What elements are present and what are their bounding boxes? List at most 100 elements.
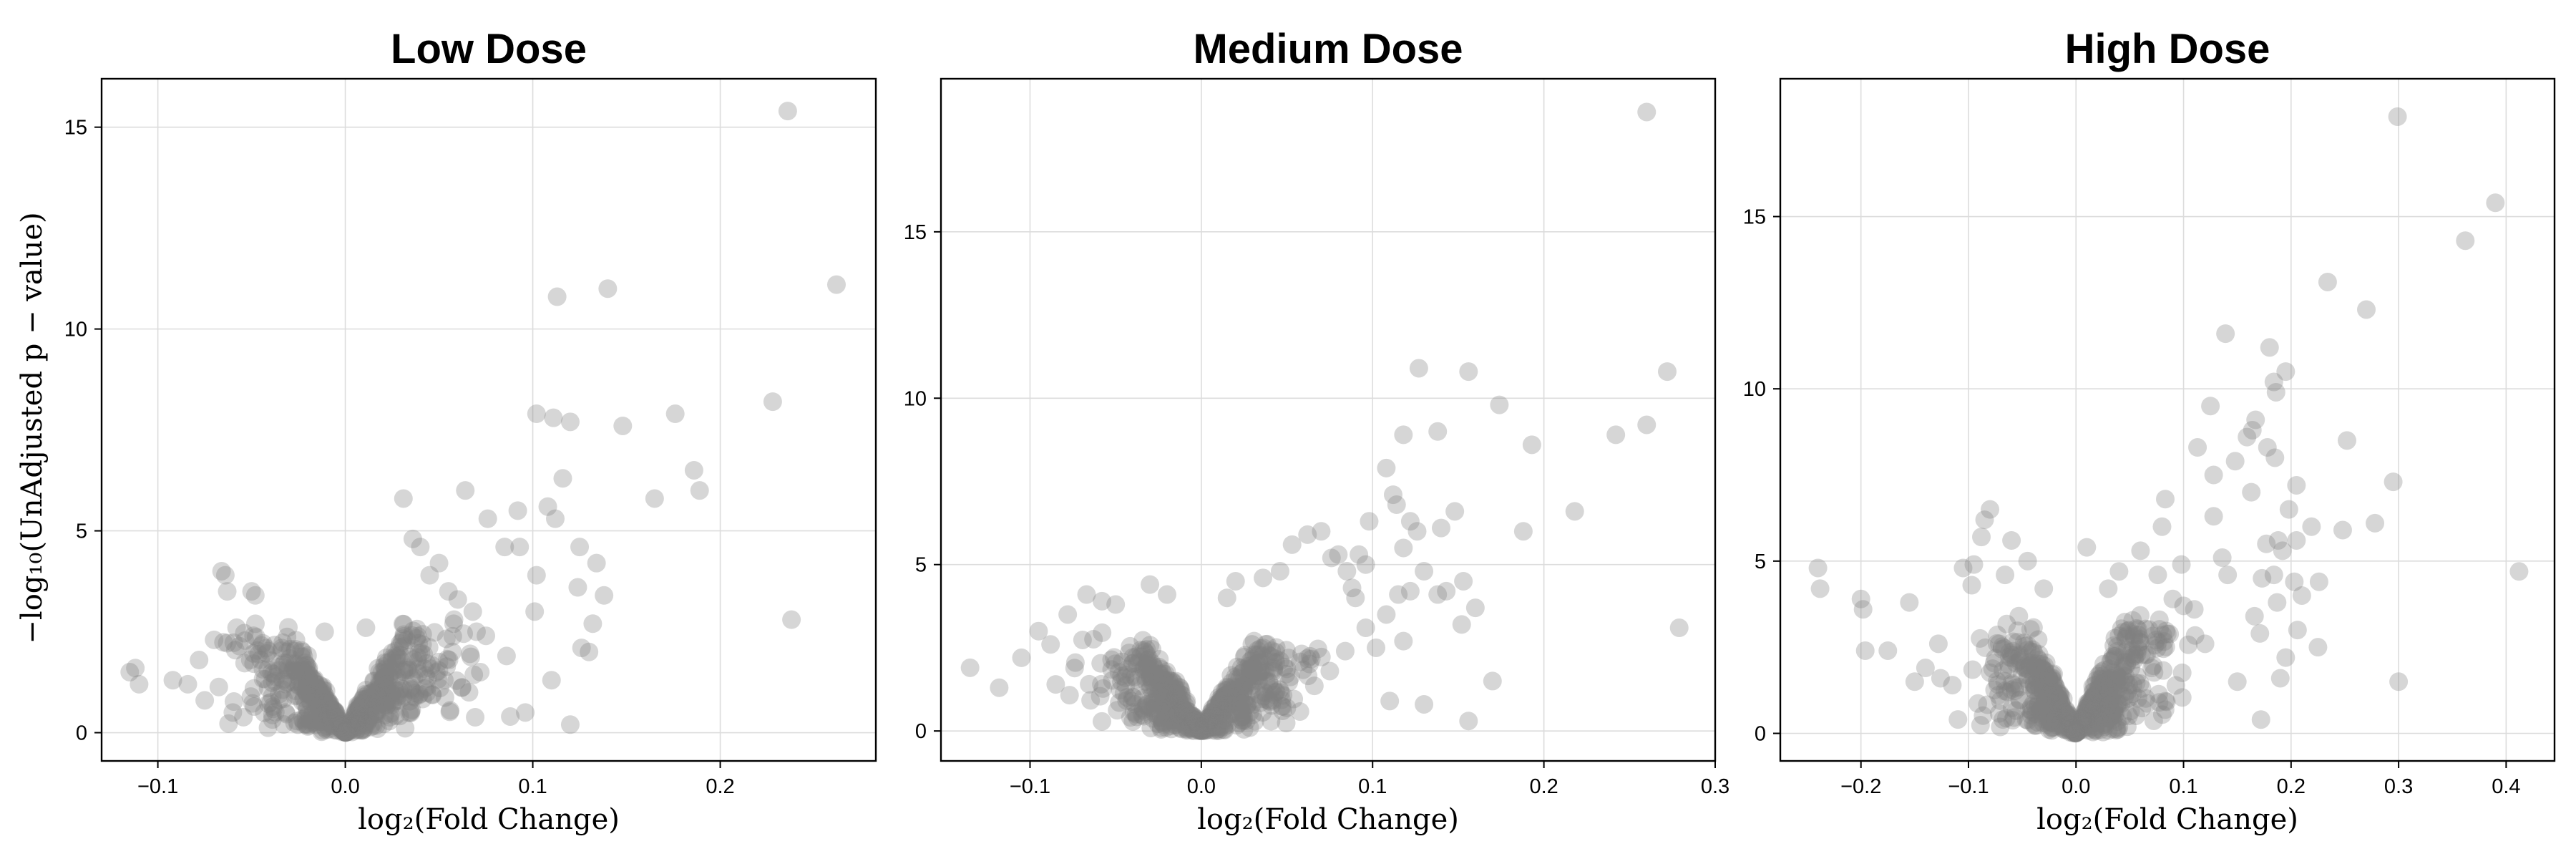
data-point bbox=[299, 669, 318, 689]
data-point bbox=[364, 697, 384, 716]
data-point bbox=[2021, 620, 2040, 639]
data-point bbox=[2001, 645, 2021, 664]
data-point bbox=[2109, 626, 2129, 646]
data-point bbox=[2064, 717, 2083, 736]
data-point bbox=[2096, 679, 2115, 698]
data-point bbox=[369, 680, 388, 699]
data-point bbox=[2024, 667, 2044, 686]
data-point bbox=[348, 717, 367, 737]
data-point bbox=[2067, 721, 2087, 740]
data-point bbox=[1190, 721, 1209, 740]
data-point bbox=[1206, 695, 1226, 714]
data-point bbox=[274, 689, 293, 709]
data-point bbox=[2025, 657, 2044, 676]
data-point bbox=[2099, 696, 2119, 715]
data-point bbox=[2091, 720, 2110, 739]
data-point bbox=[2056, 706, 2075, 725]
data-point bbox=[1208, 707, 1227, 727]
data-point bbox=[219, 714, 238, 733]
data-point bbox=[1084, 629, 1103, 649]
data-point bbox=[1267, 682, 1286, 702]
data-point bbox=[2067, 722, 2087, 742]
data-point bbox=[338, 722, 358, 741]
data-point bbox=[1971, 715, 1990, 734]
data-point bbox=[1161, 679, 1180, 698]
data-point bbox=[510, 538, 530, 557]
data-point bbox=[2040, 706, 2059, 725]
data-point bbox=[1153, 715, 1173, 734]
data-point bbox=[2077, 713, 2097, 732]
data-point bbox=[1136, 667, 1155, 686]
data-point bbox=[346, 704, 366, 724]
data-point bbox=[2011, 645, 2030, 664]
data-point bbox=[240, 650, 260, 669]
data-point bbox=[334, 720, 353, 739]
data-point bbox=[1270, 651, 1289, 671]
data-point bbox=[303, 711, 323, 730]
data-point bbox=[1246, 666, 1266, 686]
data-point bbox=[312, 722, 331, 742]
data-point bbox=[1346, 588, 1365, 608]
data-point bbox=[296, 681, 316, 701]
grid-lines bbox=[102, 79, 876, 761]
data-point bbox=[263, 705, 282, 724]
data-point bbox=[2018, 669, 2037, 689]
data-point bbox=[2072, 711, 2092, 730]
data-point bbox=[1320, 661, 1340, 681]
data-point bbox=[2116, 627, 2135, 646]
data-point bbox=[2148, 632, 2167, 651]
data-point bbox=[2043, 718, 2062, 737]
data-point bbox=[2076, 707, 2095, 726]
data-point bbox=[2142, 659, 2161, 678]
data-point bbox=[259, 641, 278, 661]
data-point bbox=[2101, 704, 2120, 723]
data-point bbox=[372, 678, 391, 697]
data-point bbox=[1215, 712, 1234, 731]
data-point bbox=[2062, 709, 2081, 729]
data-point bbox=[402, 681, 421, 700]
data-point bbox=[1172, 706, 1191, 725]
panel-title: Low Dose bbox=[391, 26, 587, 72]
data-point bbox=[283, 661, 302, 680]
data-point bbox=[336, 722, 356, 741]
data-point bbox=[1232, 708, 1252, 727]
data-point bbox=[1123, 687, 1142, 707]
data-point bbox=[1169, 699, 1188, 719]
data-point bbox=[384, 662, 403, 681]
data-point bbox=[1253, 703, 1272, 722]
data-point bbox=[367, 691, 386, 711]
data-point bbox=[1176, 715, 1195, 734]
data-point bbox=[570, 538, 590, 557]
data-point bbox=[126, 659, 145, 678]
data-point bbox=[1166, 671, 1186, 691]
data-point bbox=[1092, 674, 1111, 694]
data-point bbox=[1254, 686, 1273, 706]
data-point bbox=[278, 627, 297, 646]
data-point bbox=[2083, 677, 2102, 697]
data-point bbox=[2095, 707, 2114, 726]
data-point bbox=[2028, 648, 2047, 667]
data-point bbox=[1176, 707, 1195, 726]
data-point bbox=[375, 668, 394, 687]
data-point bbox=[1116, 668, 1135, 687]
data-point bbox=[380, 666, 399, 685]
data-point bbox=[1242, 671, 1262, 691]
data-point bbox=[278, 653, 297, 672]
data-point bbox=[350, 704, 369, 724]
x-tick-label: 0.0 bbox=[1187, 775, 1216, 798]
data-point bbox=[337, 719, 356, 739]
data-point bbox=[2101, 707, 2120, 727]
data-point bbox=[2080, 716, 2099, 735]
data-point bbox=[1165, 710, 1184, 729]
data-point bbox=[2053, 718, 2072, 737]
data-point bbox=[320, 709, 339, 728]
data-point bbox=[2059, 711, 2079, 730]
data-point bbox=[2030, 701, 2049, 720]
data-point bbox=[1186, 717, 1205, 736]
data-point bbox=[368, 702, 387, 722]
data-point bbox=[263, 697, 283, 716]
data-point bbox=[1106, 595, 1126, 614]
data-point bbox=[1133, 699, 1152, 718]
data-point bbox=[350, 707, 369, 726]
